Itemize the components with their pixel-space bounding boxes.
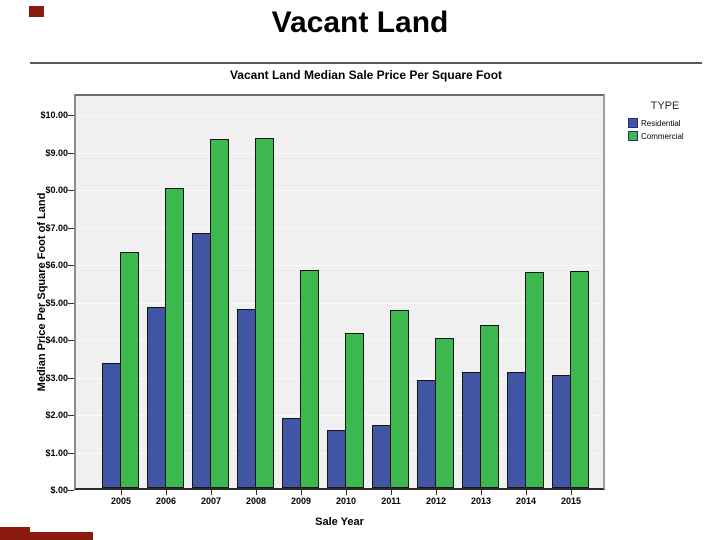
y-tick-label: $0.00: [45, 185, 68, 195]
y-tick-label: $1.00: [45, 447, 68, 458]
bar-commercial-2011: [390, 310, 409, 488]
y-tick-mark: [68, 452, 74, 454]
y-tick-mark: [68, 302, 74, 304]
bar-chart: Vacant Land Median Sale Price Per Square…: [30, 62, 702, 532]
y-tick-mark: [68, 415, 74, 416]
gridline: [76, 190, 603, 191]
bar-commercial-2009: [300, 270, 319, 488]
y-tick-mark: [68, 190, 74, 191]
x-tick-mark: [346, 490, 347, 495]
bar-commercial-2006: [165, 188, 184, 488]
bar-residential-2009: [282, 418, 301, 488]
legend-label: Commercial: [641, 131, 684, 141]
bar-commercial-2014: [525, 272, 544, 488]
y-tick-label: $2.00: [45, 410, 68, 420]
bar-residential-2005: [102, 363, 121, 488]
legend-swatch-icon: [628, 118, 638, 128]
y-tick-mark: [68, 115, 74, 116]
x-tick-label: 2013: [470, 496, 492, 506]
gridline: [76, 227, 603, 229]
x-tick-label: 2008: [245, 496, 267, 506]
bar-commercial-2015: [570, 271, 589, 488]
x-tick-label: 2015: [560, 496, 582, 506]
x-tick-label: 2014: [515, 496, 537, 506]
x-tick-label: 2005: [110, 496, 132, 506]
legend-label: Residential: [641, 118, 681, 128]
slide-title: Vacant Land: [271, 6, 449, 39]
x-tick-label: 2006: [155, 496, 177, 506]
bar-commercial-2005: [120, 252, 139, 488]
y-tick-mark: [68, 490, 74, 491]
y-tick-mark: [68, 152, 74, 154]
x-tick-mark: [121, 490, 122, 495]
x-tick-mark: [166, 490, 167, 495]
x-tick-mark: [571, 490, 572, 495]
y-tick-label: $7.00: [45, 222, 68, 233]
bar-residential-2008: [237, 309, 256, 488]
y-tick-label: $4.00: [45, 335, 68, 345]
y-tick-label: $5.00: [45, 297, 68, 308]
x-axis-title: Sale Year: [315, 516, 364, 528]
legend-entries: Residential Commercial: [628, 118, 702, 141]
x-tick-mark: [526, 490, 527, 495]
bar-residential-2011: [372, 425, 391, 488]
x-tick-mark: [256, 490, 257, 495]
bar-commercial-2008: [255, 138, 274, 488]
bar-residential-2012: [417, 380, 436, 488]
x-tick-mark: [436, 490, 437, 495]
x-tick-label: 2012: [425, 496, 447, 506]
bar-commercial-2010: [345, 333, 364, 488]
bar-residential-2015: [552, 375, 571, 488]
plot-area: [74, 94, 605, 490]
legend-title: TYPE: [650, 100, 680, 112]
bar-residential-2010: [327, 430, 346, 488]
legend-entry-commercial: Commercial: [628, 131, 702, 141]
y-tick-mark: [68, 340, 74, 341]
slide-accent-top-icon: [29, 6, 44, 17]
legend-swatch-icon: [628, 131, 638, 141]
y-tick-label: $10.00: [40, 110, 68, 120]
bar-residential-2006: [147, 307, 166, 488]
x-tick-mark: [301, 490, 302, 495]
bar-residential-2007: [192, 233, 211, 488]
y-tick-mark: [68, 377, 74, 379]
bar-residential-2014: [507, 372, 526, 488]
bar-commercial-2013: [480, 325, 499, 488]
y-tick-mark: [68, 227, 74, 229]
chart-title: Vacant Land Median Sale Price Per Square…: [229, 68, 503, 82]
gridline: [76, 415, 603, 416]
gridline: [76, 152, 603, 154]
x-tick-label: 2011: [381, 496, 401, 506]
x-tick-mark: [391, 490, 392, 495]
x-tick-label: 2009: [290, 496, 312, 506]
y-tick-label: $.00: [50, 485, 68, 495]
x-tick-mark: [481, 490, 482, 495]
bar-commercial-2007: [210, 139, 229, 488]
legend-entry-residential: Residential: [628, 118, 702, 128]
legend: TYPE Residential Commercial: [628, 100, 702, 144]
x-tick-label: 2010: [335, 496, 357, 506]
bar-commercial-2012: [435, 338, 454, 488]
y-tick-label: $6.00: [45, 260, 68, 270]
gridline: [76, 302, 603, 304]
gridline: [76, 115, 603, 116]
gridline: [76, 265, 603, 266]
gridline: [76, 340, 603, 341]
y-tick-label: $3.00: [45, 372, 68, 383]
y-tick-mark: [68, 265, 74, 266]
bar-residential-2013: [462, 372, 481, 488]
gridline: [76, 377, 603, 379]
y-tick-label: $9.00: [45, 147, 68, 158]
x-tick-mark: [211, 490, 212, 495]
x-tick-label: 2007: [200, 496, 222, 506]
